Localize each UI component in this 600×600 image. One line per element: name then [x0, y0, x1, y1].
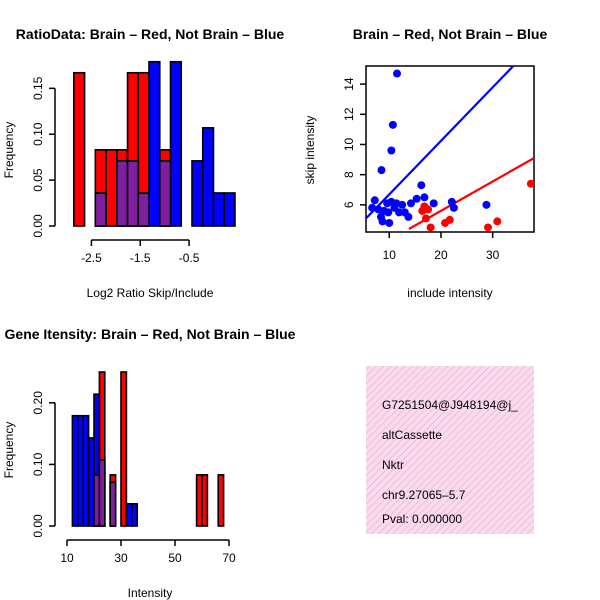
scatter-red-point — [424, 205, 433, 214]
intensity-histogram-not-brain-bar — [131, 503, 139, 527]
intensity-histogram-panel: Gene Itensity: Brain – Red, Not Brain – … — [2, 326, 296, 600]
scatter-ylabel: skip intensity — [303, 116, 317, 185]
scatter-blue-point — [447, 197, 456, 206]
intensity-histogram-brain-bar — [195, 474, 203, 527]
info-event-type: altCassette — [382, 428, 442, 442]
scatter-plot-box — [365, 65, 535, 233]
info-exon-id: G7251504@J948194@j_ — [382, 398, 518, 412]
scatter-blue-point — [384, 208, 393, 217]
ratio-histogram-overlap-bar — [116, 160, 129, 227]
intensity-histogram-overlap-bar — [98, 459, 106, 527]
ratio-histogram-x-tick-label: -0.5 — [179, 251, 200, 265]
ratio-histogram-ylabel: Frequency — [2, 122, 16, 179]
intensity-histogram-not-brain-bar — [87, 437, 95, 527]
scatter-red-point — [493, 217, 502, 226]
intensity-histogram-not-brain-bar — [125, 503, 133, 527]
scatter-blue-point — [387, 146, 396, 155]
info-box-background — [366, 366, 534, 534]
scatter-blue-point — [412, 194, 421, 203]
scatter-blue-point — [406, 199, 415, 208]
scatter-y-tick-label: 10 — [342, 137, 356, 151]
ratio-histogram-xlabel: Log2 Ratio Skip/Include — [87, 286, 214, 300]
scatter-xlabel: include intensity — [407, 286, 492, 300]
scatter-red-point — [421, 214, 430, 223]
scatter-blue-point — [368, 203, 377, 212]
ratio-histogram-not-brain-bar — [191, 160, 204, 227]
ratio-histogram-not-brain-bar — [169, 60, 183, 227]
intensity-histogram-y-tick-label: 0.20 — [31, 391, 45, 415]
intensity-histogram-not-brain-bar — [71, 414, 79, 527]
scatter-blue-point — [417, 181, 426, 190]
ratio-histogram-overlap-bar — [94, 192, 107, 227]
ratio-histogram-x-tick-label: -1.5 — [130, 251, 151, 265]
intensity-histogram-overlap-bar — [93, 474, 101, 527]
scatter-y-tick-label: 8 — [342, 171, 356, 178]
info-location: chr9.27065–5.7 — [382, 488, 466, 502]
scatter-red-point — [445, 215, 454, 224]
intensity-histogram-not-brain-bar — [77, 414, 85, 527]
scatter-blue-point — [429, 199, 438, 208]
scatter-blue-point — [378, 217, 387, 226]
intensity-histogram-not-brain-bar — [82, 414, 90, 527]
scatter-blue-point — [370, 196, 379, 205]
info-panel: G7251504@J948194@j_ altCassette Nktr chr… — [366, 366, 534, 534]
scatter-blue-point — [398, 200, 407, 209]
scatter-y-tick-label: 12 — [342, 107, 356, 121]
scatter-blue-point — [388, 120, 397, 129]
intensity-histogram-overlap-bar — [109, 481, 117, 527]
scatter-y-tick-label: 6 — [342, 201, 356, 208]
ratio-histogram-y-tick-label: 0.10 — [31, 122, 45, 146]
intensity-histogram-x-tick-label: 10 — [60, 551, 74, 565]
scatter-blue-point — [404, 212, 413, 221]
info-pval: Pval: 0.000000 — [382, 512, 462, 526]
scatter-x-tick-label: 10 — [383, 248, 397, 262]
scatter-panel: Brain – Red, Not Brain – Blue 10 20 30 6 8 10… — [303, 26, 547, 300]
ratio-histogram-title: RatioData: Brain – Red, Not Brain – Blue — [16, 26, 285, 42]
scatter-x-tick-label: 20 — [434, 248, 448, 262]
scatter-title: Brain – Red, Not Brain – Blue — [353, 26, 548, 42]
ratio-histogram-y-tick-label: 0.00 — [31, 214, 45, 238]
ratio-histogram-y-tick-label: 0.15 — [31, 76, 45, 100]
intensity-histogram-ylabel: Frequency — [2, 422, 16, 479]
intensity-histogram-brain-bar — [201, 474, 209, 527]
ratio-histogram-panel: RatioData: Brain – Red, Not Brain – Blue… — [2, 26, 284, 300]
scatter-blue-point — [449, 203, 458, 212]
ratio-histogram-y-tick-label: 0.05 — [31, 168, 45, 192]
ratio-histogram-brain-bar — [105, 149, 118, 227]
intensity-histogram-brain-bar — [120, 371, 128, 527]
scatter-blue-point — [385, 218, 394, 227]
ratio-histogram-x-tick-label: -2.5 — [81, 251, 102, 265]
scatter-blue-point — [377, 166, 386, 175]
scatter-blue-point — [420, 193, 429, 202]
intensity-histogram-y-tick-label: 0.10 — [31, 452, 45, 476]
ratio-histogram-overlap-bar — [126, 160, 140, 227]
intensity-histogram-title: Gene Itensity: Brain – Red, Not Brain – … — [5, 326, 296, 342]
ratio-histogram-brain-bar — [73, 71, 86, 227]
ratio-histogram-not-brain-bar — [223, 192, 236, 227]
ratio-histogram-not-brain-bar — [212, 192, 226, 227]
ratio-histogram-not-brain-bar — [201, 127, 215, 227]
scatter-y-tick-label: 14 — [342, 77, 356, 91]
scatter-red-point — [526, 179, 534, 188]
info-gene-name: Nktr — [382, 458, 404, 472]
scatter-blue-point — [393, 69, 402, 78]
scatter-blue-fit-line — [366, 66, 515, 220]
intensity-histogram-brain-bar — [217, 474, 225, 527]
scatter-blue-point — [482, 200, 491, 209]
intensity-histogram-x-tick-label: 70 — [222, 551, 236, 565]
ratio-histogram-overlap-bar — [158, 160, 172, 227]
scatter-x-tick-label: 30 — [486, 248, 500, 262]
intensity-histogram-x-tick-label: 50 — [168, 551, 182, 565]
ratio-histogram-not-brain-bar — [148, 60, 161, 227]
intensity-histogram-y-tick-label: 0.00 — [31, 514, 45, 538]
scatter-red-point — [483, 223, 492, 232]
scatter-blue-point — [395, 208, 404, 217]
scatter-red-point — [426, 223, 435, 232]
intensity-histogram-x-tick-label: 30 — [114, 551, 128, 565]
ratio-histogram-overlap-bar — [137, 192, 150, 227]
intensity-histogram-xlabel: Intensity — [128, 586, 173, 600]
